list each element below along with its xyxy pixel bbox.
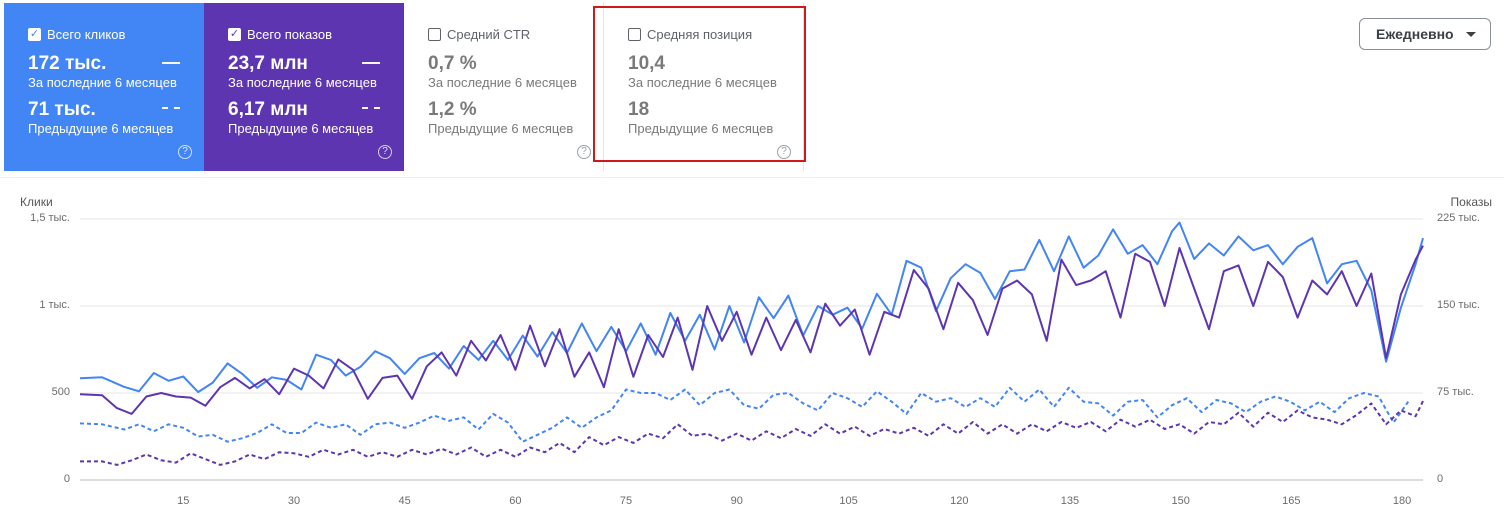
checkbox-checked-icon[interactable]: ✓	[28, 28, 41, 41]
metric-value-current: 23,7 млн	[228, 53, 308, 74]
previous-period-impressions-line	[80, 400, 1424, 466]
metric-label: Средняя позиция	[647, 27, 753, 42]
solid-line-legend-icon	[162, 62, 180, 64]
right-tick-label: 150 тыс.	[1437, 299, 1480, 311]
metric-value-current: 0,7 %	[428, 53, 477, 74]
metric-period-previous: Предыдущие 6 месяцев	[28, 121, 174, 136]
metric-value-current: 10,4	[628, 53, 665, 74]
right-tick-label: 0	[1437, 473, 1444, 485]
metric-label: Всего показов	[247, 27, 332, 42]
x-tick-label: 45	[398, 495, 411, 507]
metric-label: Всего кликов	[47, 27, 126, 42]
metric-card-header: Средний CTR	[428, 27, 530, 42]
left-axis-title: Клики	[20, 195, 53, 209]
metric-value-current: 172 тыс.	[28, 53, 107, 74]
metric-label: Средний CTR	[447, 27, 531, 42]
metric-card-ctr[interactable]: Средний CTR 0,7 % За последние 6 месяцев…	[404, 3, 604, 171]
x-tick-label: 120	[950, 495, 969, 507]
period-dropdown[interactable]: Ежедневно	[1359, 18, 1491, 50]
metric-value-previous: 6,17 млн	[228, 99, 308, 120]
right-tick-label: 75 тыс.	[1437, 386, 1474, 398]
x-tick-label: 75	[619, 495, 633, 507]
metric-period-previous: Предыдущие 6 месяцев	[228, 121, 374, 136]
x-tick-label: 135	[1060, 495, 1080, 507]
checkbox-checked-icon[interactable]: ✓	[228, 28, 241, 41]
metric-card-header: ✓ Всего кликов	[28, 27, 125, 42]
left-tick-label: 500	[51, 386, 70, 398]
solid-line-legend-icon	[362, 62, 380, 64]
x-tick-label: 15	[177, 495, 190, 507]
metric-value-previous: 18	[628, 99, 650, 120]
right-tick-label: 225 тыс.	[1437, 212, 1480, 224]
metric-card-impressions[interactable]: ✓ Всего показов 23,7 млн За последние 6 …	[204, 3, 404, 171]
metric-period-previous: Предыдущие 6 месяцев	[628, 121, 774, 136]
x-tick-label: 180	[1392, 495, 1412, 507]
current-period-impressions-line	[79, 245, 1424, 415]
previous-period-clicks-line	[79, 386, 1410, 443]
help-icon[interactable]: ?	[178, 145, 192, 159]
dashed-line-legend-icon	[162, 107, 180, 109]
metric-period-current: За последние 6 месяцев	[428, 75, 577, 90]
checkbox-unchecked-icon[interactable]	[428, 28, 441, 41]
help-icon[interactable]: ?	[378, 145, 392, 159]
metric-card-clicks[interactable]: ✓ Всего кликов 172 тыс. За последние 6 м…	[4, 3, 204, 171]
help-icon[interactable]: ?	[777, 145, 791, 159]
metric-period-current: За последние 6 месяцев	[228, 75, 377, 90]
checkbox-unchecked-icon[interactable]	[628, 28, 641, 41]
left-tick-label: 0	[63, 473, 70, 485]
x-tick-label: 30	[287, 495, 301, 507]
dashed-line-legend-icon	[362, 107, 380, 109]
metric-value-previous: 71 тыс.	[28, 99, 96, 120]
highlight-box	[593, 6, 806, 162]
x-tick-label: 60	[509, 495, 522, 507]
metric-value-previous: 1,2 %	[428, 99, 477, 120]
left-tick-label: 1 тыс.	[39, 299, 70, 311]
help-icon[interactable]: ?	[577, 145, 591, 159]
metric-card-position[interactable]: Средняя позиция 10,4 За последние 6 меся…	[604, 3, 804, 171]
metric-period-current: За последние 6 месяцев	[628, 75, 777, 90]
current-period-clicks-line	[79, 221, 1424, 394]
metric-period-current: За последние 6 месяцев	[28, 75, 177, 90]
left-tick-label: 1,5 тыс.	[30, 212, 70, 224]
x-tick-label: 165	[1282, 495, 1301, 507]
right-axis-title: Показы	[1450, 195, 1492, 209]
x-tick-label: 90	[730, 495, 743, 507]
caret-down-icon	[1466, 32, 1476, 37]
x-tick-label: 150	[1171, 495, 1190, 507]
metric-period-previous: Предыдущие 6 месяцев	[428, 121, 574, 136]
x-tick-label: 105	[839, 495, 858, 507]
period-dropdown-label: Ежедневно	[1376, 26, 1454, 42]
metric-card-header: Средняя позиция	[628, 27, 752, 42]
section-divider	[0, 177, 1504, 178]
metric-card-header: ✓ Всего показов	[228, 27, 332, 42]
